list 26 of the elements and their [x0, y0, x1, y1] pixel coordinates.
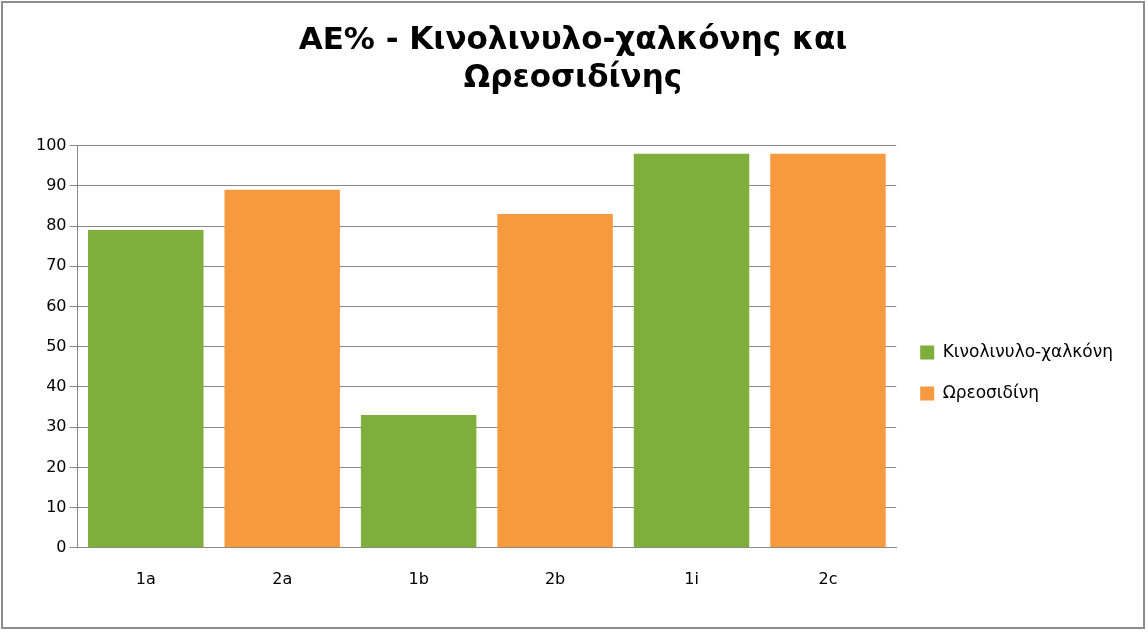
y-tick-label: 60: [46, 295, 67, 315]
x-tick-label: 2c: [818, 568, 838, 588]
bar: [360, 415, 477, 548]
y-tick-label: 40: [46, 376, 67, 396]
y-tick-label: 70: [46, 255, 67, 275]
bar: [224, 189, 340, 548]
x-tick-label: 1a: [135, 568, 156, 588]
y-tick-label: 80: [46, 215, 67, 235]
y-tick-label: 10: [46, 496, 67, 516]
bar: [88, 230, 204, 548]
chart-title: AE% - Κινολινυλο-χαλκόνης και Ωρεοσιδίνης: [297, 19, 849, 95]
y-tick-label: 100: [35, 134, 67, 154]
legend-label: Ωρεοσιδίνη: [942, 381, 1040, 402]
x-tick-label: 2b: [544, 568, 566, 588]
bar: [633, 153, 750, 548]
y-tick-label: 90: [46, 174, 67, 194]
y-tick-label: 20: [46, 456, 67, 476]
x-tick-label: 1b: [408, 568, 429, 588]
bar: [497, 213, 613, 548]
bar: [770, 153, 886, 548]
x-tick-label: 1i: [684, 568, 699, 588]
y-tick-label: 50: [46, 335, 67, 355]
y-tick-label: 30: [46, 416, 67, 436]
y-tick-label: 0: [56, 536, 67, 556]
legend-label: Κινολινυλο-χαλκόνη: [942, 340, 1114, 361]
x-tick-label: 2a: [272, 568, 293, 588]
